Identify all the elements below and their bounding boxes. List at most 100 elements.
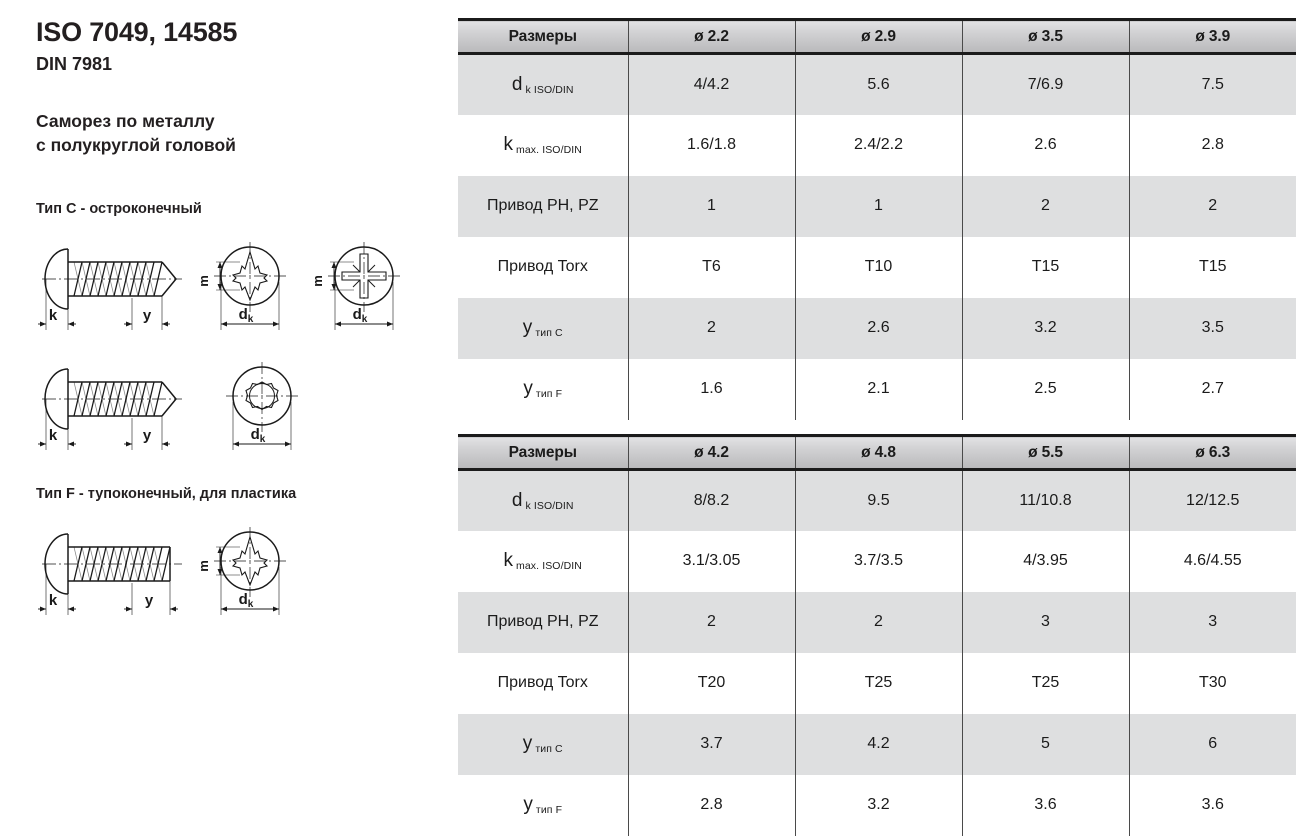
table-row: d k ISO/DIN 8/8.2 9.5 11/10.8 12/12.5 bbox=[458, 469, 1296, 531]
value-cell: 12/12.5 bbox=[1128, 469, 1296, 531]
row-label-cell: Привод Torx bbox=[458, 652, 628, 714]
value-cell: 2.8 bbox=[1128, 114, 1296, 176]
row-label-subscript: max. ISO/DIN bbox=[513, 144, 582, 156]
row-label-base: y bbox=[522, 317, 533, 338]
value-cell: 5 bbox=[961, 713, 1129, 775]
value-cell: 3.5 bbox=[1128, 297, 1296, 359]
type-f-drawing-row: k y bbox=[36, 517, 455, 629]
row-label-cell: y тип C bbox=[458, 713, 628, 775]
column-header-d63: ø 6.3 bbox=[1128, 434, 1296, 471]
row-label: k max. ISO/DIN bbox=[504, 550, 582, 572]
screw-head-pz-view: m dk bbox=[308, 232, 416, 342]
value-cell: 6 bbox=[1128, 713, 1296, 775]
value-cell: 3 bbox=[1128, 591, 1296, 653]
row-label: y тип F bbox=[523, 794, 562, 816]
value-cell: 3.6 bbox=[1128, 774, 1296, 836]
row-label: y тип C bbox=[523, 317, 563, 339]
value-cell: 3.7 bbox=[627, 713, 795, 775]
value-cell: T20 bbox=[627, 652, 795, 714]
value-cell: 2 bbox=[1128, 175, 1296, 237]
value-cell: 2.4/2.2 bbox=[794, 114, 962, 176]
dim-label-y: y bbox=[143, 307, 152, 324]
row-label-subscript: тип C bbox=[532, 743, 563, 755]
row-label: Привод PH, PZ bbox=[486, 613, 599, 630]
row-label: Привод Torx bbox=[497, 258, 588, 275]
table-header-row: Размеры ø 4.2 ø 4.8 ø 5.5 ø 6.3 bbox=[458, 434, 1296, 471]
table-row: d k ISO/DIN 4/4.2 5.6 7/6.9 7.5 bbox=[458, 53, 1296, 115]
value-cell: 5.6 bbox=[794, 53, 962, 115]
row-label: Привод Torx bbox=[497, 674, 588, 691]
value-cell: 2.1 bbox=[794, 358, 962, 420]
product-name-line2: с полукруглой головой bbox=[36, 134, 236, 155]
row-label: Привод PH, PZ bbox=[486, 197, 599, 214]
value-cell: T30 bbox=[1128, 652, 1296, 714]
dim-label-k: k bbox=[49, 307, 58, 324]
spec-table-1-body: d k ISO/DIN 4/4.2 5.6 7/6.9 7.5 k max. ISO/DI… bbox=[458, 53, 1296, 420]
value-cell: 7.5 bbox=[1128, 53, 1296, 115]
value-cell: T25 bbox=[794, 652, 962, 714]
dim-label-y: y bbox=[143, 427, 152, 444]
column-header-d35: ø 3.5 bbox=[961, 18, 1129, 55]
row-label-subscript: тип F bbox=[532, 388, 563, 400]
value-cell: 8/8.2 bbox=[627, 469, 795, 531]
row-label-cell: y тип C bbox=[458, 297, 628, 359]
table-header-row: Размеры ø 2.2 ø 2.9 ø 3.5 ø 3.9 bbox=[458, 18, 1296, 55]
value-cell: 3.6 bbox=[961, 774, 1129, 836]
row-label-base: d bbox=[511, 73, 523, 95]
value-cell: 4.6/4.55 bbox=[1128, 530, 1296, 592]
row-label-base: k bbox=[503, 550, 514, 571]
dim-label-k: k bbox=[49, 592, 58, 609]
dim-label-dk: dk bbox=[239, 306, 254, 325]
row-label-cell: Привод Torx bbox=[458, 236, 628, 298]
screw-head-torx-view: dk bbox=[206, 352, 314, 462]
row-label-cell: Привод PH, PZ bbox=[458, 591, 628, 653]
value-cell: 2 bbox=[627, 297, 795, 359]
dim-label-m: m bbox=[196, 275, 211, 287]
value-cell: 1 bbox=[627, 175, 795, 237]
value-cell: 2 bbox=[961, 175, 1129, 237]
value-cell: 3.2 bbox=[961, 297, 1129, 359]
value-cell: 3.1/3.05 bbox=[627, 530, 795, 592]
screw-head-ph-view: m dk bbox=[194, 232, 302, 342]
column-header-dimensions: Размеры bbox=[458, 18, 628, 55]
row-label: k max. ISO/DIN bbox=[504, 134, 582, 156]
dim-label-dk: dk bbox=[353, 306, 368, 325]
value-cell: 2.5 bbox=[961, 358, 1129, 420]
type-c-drawing-row-1: k y bbox=[36, 232, 455, 344]
row-label-subscript: k ISO/DIN bbox=[522, 83, 574, 96]
column-header-d48: ø 4.8 bbox=[794, 434, 962, 471]
value-cell: 4.2 bbox=[794, 713, 962, 775]
table-row: y тип F 2.8 3.2 3.6 3.6 bbox=[458, 774, 1296, 836]
type-f-heading: Тип F - тупоконечный, для пластика bbox=[36, 486, 297, 503]
value-cell: 3.2 bbox=[794, 774, 962, 836]
value-cell: 9.5 bbox=[794, 469, 962, 531]
dim-label-m: m bbox=[310, 275, 325, 287]
row-label-subscript: тип C bbox=[532, 327, 563, 339]
column-header-dimensions: Размеры bbox=[458, 434, 628, 471]
row-label-base: y bbox=[523, 378, 533, 399]
value-cell: T25 bbox=[961, 652, 1129, 714]
type-c-drawing-row-2: k y bbox=[36, 352, 455, 464]
value-cell: T15 bbox=[961, 236, 1129, 298]
dim-label-dk: dk bbox=[251, 426, 266, 445]
row-label: y тип F bbox=[523, 378, 562, 400]
row-label-base: y bbox=[522, 733, 533, 754]
dim-label-k: k bbox=[49, 427, 58, 444]
value-cell: 1 bbox=[794, 175, 962, 237]
spec-table-2-wrapper: Размеры ø 4.2 ø 4.8 ø 5.5 ø 6.3 d k ISO/… bbox=[458, 434, 1296, 836]
table-row: k max. ISO/DIN 1.6/1.8 2.4/2.2 2.6 2.8 bbox=[458, 114, 1296, 176]
row-label-base: y bbox=[523, 794, 533, 815]
row-label-subscript: max. ISO/DIN bbox=[513, 560, 582, 572]
row-label-cell: y тип F bbox=[458, 358, 628, 420]
table-row: Привод Torx T20 T25 T25 T30 bbox=[458, 652, 1296, 714]
table-row: Привод Torx T6 T10 T15 T15 bbox=[458, 236, 1296, 298]
screw-side-view-type-f: k y bbox=[36, 517, 186, 627]
column-header-d55: ø 5.5 bbox=[961, 434, 1129, 471]
column-header-d22: ø 2.2 bbox=[627, 18, 795, 55]
value-cell: 1.6/1.8 bbox=[627, 114, 795, 176]
left-info-panel: ISO 7049, 14585 DIN 7981 Саморез по мета… bbox=[0, 0, 455, 837]
value-cell: 11/10.8 bbox=[961, 469, 1129, 531]
table-row: y тип F 1.6 2.1 2.5 2.7 bbox=[458, 358, 1296, 420]
value-cell: 4/3.95 bbox=[961, 530, 1129, 592]
